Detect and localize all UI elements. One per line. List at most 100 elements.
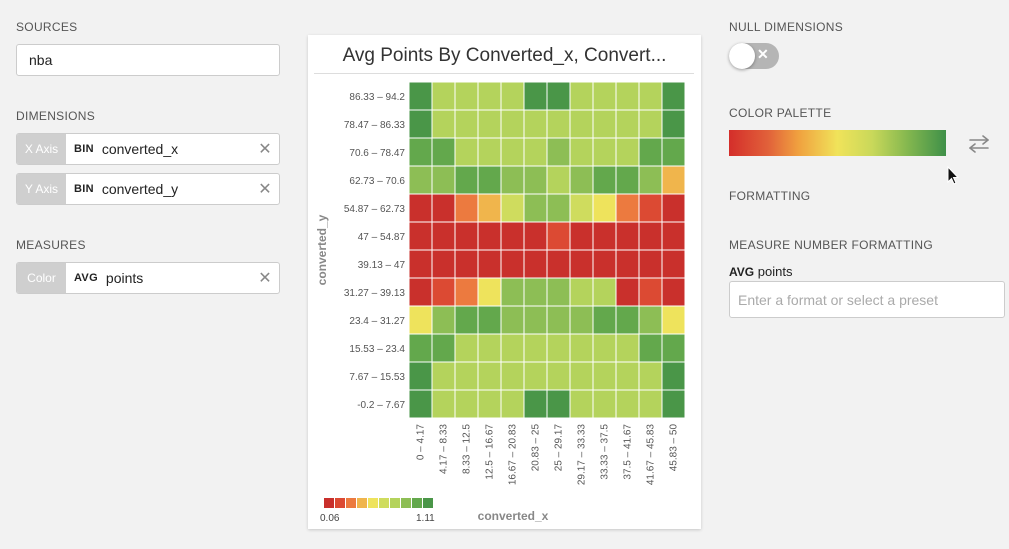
heatmap-cell[interactable] — [500, 221, 525, 251]
heatmap-cell[interactable] — [615, 389, 640, 419]
heatmap-cell[interactable] — [569, 221, 594, 251]
heatmap-cell[interactable] — [408, 249, 433, 279]
heatmap-cell[interactable] — [638, 109, 663, 139]
null-dimensions-toggle[interactable]: ✕ — [729, 43, 779, 69]
heatmap-cell[interactable] — [523, 361, 548, 391]
heatmap-cell[interactable] — [638, 277, 663, 307]
heatmap-cell[interactable] — [454, 361, 479, 391]
heatmap-cell[interactable] — [408, 137, 433, 167]
heatmap-cell[interactable] — [477, 137, 502, 167]
heatmap-cell[interactable] — [546, 389, 571, 419]
heatmap-cell[interactable] — [500, 249, 525, 279]
heatmap-cell[interactable] — [638, 221, 663, 251]
heatmap-cell[interactable] — [569, 361, 594, 391]
heatmap-cell[interactable] — [546, 109, 571, 139]
heatmap-cell[interactable] — [615, 305, 640, 335]
heatmap-cell[interactable] — [592, 137, 617, 167]
dimension-pill-x[interactable]: X Axis BIN converted_x ✕ — [16, 133, 280, 165]
heatmap-cell[interactable] — [546, 81, 571, 111]
heatmap-cell[interactable] — [454, 193, 479, 223]
heatmap-cell[interactable] — [477, 361, 502, 391]
heatmap-cell[interactable] — [477, 305, 502, 335]
heatmap-cell[interactable] — [500, 137, 525, 167]
heatmap-cell[interactable] — [661, 221, 686, 251]
heatmap-cell[interactable] — [523, 389, 548, 419]
heatmap-cell[interactable] — [546, 249, 571, 279]
heatmap-cell[interactable] — [615, 249, 640, 279]
heatmap-cell[interactable] — [523, 249, 548, 279]
heatmap-cell[interactable] — [569, 109, 594, 139]
heatmap-cell[interactable] — [592, 277, 617, 307]
remove-measure-icon[interactable]: ✕ — [258, 270, 272, 287]
heatmap-cell[interactable] — [431, 81, 456, 111]
heatmap-cell[interactable] — [500, 361, 525, 391]
heatmap-cell[interactable] — [454, 165, 479, 195]
heatmap-cell[interactable] — [454, 249, 479, 279]
heatmap-cell[interactable] — [661, 389, 686, 419]
heatmap-cell[interactable] — [592, 221, 617, 251]
heatmap-cell[interactable] — [592, 249, 617, 279]
heatmap-cell[interactable] — [569, 81, 594, 111]
source-input[interactable]: nba — [16, 44, 280, 76]
heatmap-cell[interactable] — [408, 389, 433, 419]
heatmap-cell[interactable] — [569, 389, 594, 419]
heatmap-cell[interactable] — [592, 165, 617, 195]
heatmap-cell[interactable] — [661, 333, 686, 363]
heatmap-cell[interactable] — [638, 389, 663, 419]
heatmap-cell[interactable] — [408, 361, 433, 391]
heatmap-cell[interactable] — [408, 221, 433, 251]
heatmap-cell[interactable] — [661, 305, 686, 335]
heatmap-cell[interactable] — [638, 137, 663, 167]
heatmap-cell[interactable] — [408, 277, 433, 307]
heatmap-cell[interactable] — [638, 333, 663, 363]
heatmap-cell[interactable] — [523, 137, 548, 167]
heatmap-cell[interactable] — [661, 109, 686, 139]
heatmap-cell[interactable] — [431, 221, 456, 251]
heatmap-cell[interactable] — [454, 389, 479, 419]
heatmap-cell[interactable] — [592, 361, 617, 391]
heatmap-cell[interactable] — [477, 165, 502, 195]
heatmap-cell[interactable] — [408, 109, 433, 139]
heatmap-cell[interactable] — [477, 249, 502, 279]
heatmap-cell[interactable] — [408, 305, 433, 335]
heatmap-cell[interactable] — [500, 193, 525, 223]
heatmap-cell[interactable] — [615, 193, 640, 223]
heatmap-cell[interactable] — [523, 165, 548, 195]
heatmap-cell[interactable] — [592, 333, 617, 363]
heatmap-cell[interactable] — [546, 361, 571, 391]
heatmap-cell[interactable] — [477, 333, 502, 363]
heatmap-cell[interactable] — [638, 361, 663, 391]
heatmap-cell[interactable] — [431, 109, 456, 139]
heatmap-cell[interactable] — [500, 389, 525, 419]
heatmap-cell[interactable] — [431, 333, 456, 363]
heatmap-cell[interactable] — [569, 333, 594, 363]
remove-y-dimension-icon[interactable]: ✕ — [258, 181, 272, 198]
heatmap-cell[interactable] — [500, 81, 525, 111]
heatmap-cell[interactable] — [408, 193, 433, 223]
heatmap-cell[interactable] — [546, 305, 571, 335]
heatmap-cell[interactable] — [661, 81, 686, 111]
heatmap-cell[interactable] — [523, 193, 548, 223]
heatmap-cell[interactable] — [477, 221, 502, 251]
heatmap-cell[interactable] — [523, 277, 548, 307]
heatmap-cell[interactable] — [661, 193, 686, 223]
heatmap-cell[interactable] — [638, 165, 663, 195]
heatmap-cell[interactable] — [454, 305, 479, 335]
heatmap-cell[interactable] — [592, 81, 617, 111]
heatmap-cell[interactable] — [615, 221, 640, 251]
heatmap-cell[interactable] — [408, 81, 433, 111]
heatmap-cell[interactable] — [615, 81, 640, 111]
heatmap-cell[interactable] — [523, 81, 548, 111]
heatmap-cell[interactable] — [615, 137, 640, 167]
heatmap-cell[interactable] — [569, 165, 594, 195]
heatmap-cell[interactable] — [569, 305, 594, 335]
heatmap-cell[interactable] — [638, 249, 663, 279]
heatmap-cell[interactable] — [477, 81, 502, 111]
heatmap-cell[interactable] — [592, 193, 617, 223]
heatmap-cell[interactable] — [638, 305, 663, 335]
measure-pill-color[interactable]: Color AVG points ✕ — [16, 262, 280, 294]
heatmap-cell[interactable] — [546, 333, 571, 363]
heatmap-cell[interactable] — [569, 193, 594, 223]
heatmap-cell[interactable] — [523, 109, 548, 139]
heatmap-cell[interactable] — [615, 165, 640, 195]
